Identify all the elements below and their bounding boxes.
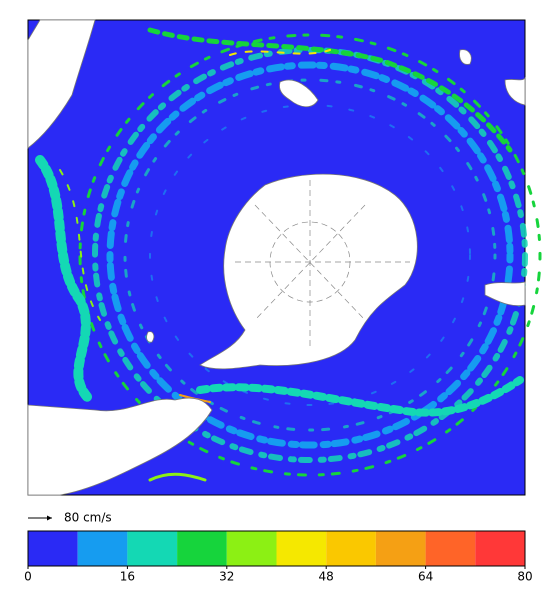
- graticule: [235, 180, 410, 350]
- colorbar-tick-label: 32: [219, 570, 234, 584]
- arrow-label: 80 cm/s: [64, 511, 112, 525]
- island: [279, 79, 319, 108]
- colorbar-bin: [326, 531, 376, 566]
- colorbar: 0 16 32 48 64 80: [24, 530, 533, 584]
- land: [27, 19, 526, 496]
- colorbar-tick-label: 80: [517, 570, 532, 584]
- island: [504, 76, 526, 106]
- island: [459, 49, 472, 65]
- colorbar-bin: [28, 531, 78, 566]
- colorbar-bin: [425, 531, 476, 566]
- colorbar-bin: [276, 531, 327, 566]
- colorbar-tick-label: 0: [24, 570, 32, 584]
- colorbar-bin: [375, 531, 426, 566]
- colorbar-bin: [226, 531, 277, 566]
- map: [27, 19, 542, 496]
- colorbar-tick-label: 16: [120, 570, 135, 584]
- colorbar-bin: [475, 531, 525, 566]
- colorbar-frame: [27, 530, 526, 567]
- arrow-head: [47, 515, 52, 521]
- colorbar-bin: [177, 531, 227, 566]
- antarctica: [199, 173, 418, 370]
- reference-arrow: 80 cm/s: [28, 511, 112, 525]
- colorbar-bin: [127, 531, 178, 566]
- africa: [27, 19, 96, 149]
- south-america: [27, 397, 213, 496]
- island: [146, 331, 155, 343]
- current-texture: [35, 27, 542, 482]
- colorbar-bin: [77, 531, 128, 566]
- colorbar-tick-label: 48: [319, 570, 334, 584]
- colorbar-tick-label: 64: [418, 570, 433, 584]
- australia: [484, 281, 526, 307]
